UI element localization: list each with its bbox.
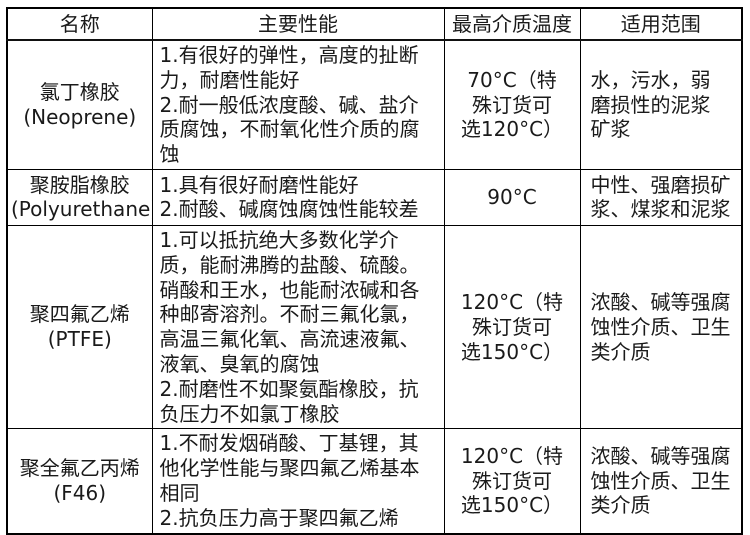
cell-max-temperature: 120°C（特 殊订货可 选150°C）	[443, 224, 581, 430]
table-row: 聚全氟乙丙烯 (F46) 1.不耐发烟硝酸、丁基锂，其他化学性能与聚四氟乙烯基本…	[6, 428, 743, 535]
cell-max-temperature: 90°C	[443, 168, 581, 226]
lining-material-spec-table: 名称 主要性能 最高介质温度 适用范围 氯丁橡胶 (Neoprene) 1.有很…	[6, 7, 743, 535]
cell-application: 浓酸、碱等强腐 蚀性介质、卫生 类介质	[579, 428, 743, 535]
cell-performance: 1.不耐发烟硝酸、丁基锂，其他化学性能与聚四氟乙烯基本相同 2.抗负压力高于聚四…	[151, 428, 445, 535]
table-row: 氯丁橡胶 (Neoprene) 1.有很好的弹性，高度的扯断力，耐磨性能好 2.…	[6, 39, 743, 170]
cell-performance: 1.可以抵抗绝大多数化学介质，能耐沸腾的盐酸、硫酸。硝酸和王水，也能耐浓碱和各种…	[151, 224, 445, 430]
cell-application: 水，污水，弱 磨损性的泥浆 矿浆	[579, 39, 743, 170]
header-main-performance: 主要性能	[151, 7, 445, 41]
cell-max-temperature: 120°C（特 殊订货可 选150°C）	[443, 428, 581, 535]
header-application-range: 适用范围	[579, 7, 743, 41]
cell-application: 中性、强磨损矿 浆、煤浆和泥浆	[579, 168, 743, 226]
cell-performance: 1.有很好的弹性，高度的扯断力，耐磨性能好 2.耐一般低浓度酸、碱、盐介质腐蚀，…	[151, 39, 445, 170]
cell-material-name: 聚四氟乙烯 (PTFE)	[6, 224, 153, 430]
table-row: 聚胺脂橡胶 (Polyurethane) 1.具有很好耐磨性能好 2.耐酸、碱腐…	[6, 168, 743, 226]
header-max-medium-temperature: 最高介质温度	[443, 7, 581, 41]
cell-material-name: 聚全氟乙丙烯 (F46)	[6, 428, 153, 535]
header-row: 名称 主要性能 最高介质温度 适用范围	[6, 7, 743, 41]
table-row: 聚四氟乙烯 (PTFE) 1.可以抵抗绝大多数化学介质，能耐沸腾的盐酸、硫酸。硝…	[6, 224, 743, 430]
cell-material-name: 聚胺脂橡胶 (Polyurethane)	[6, 168, 153, 226]
cell-performance: 1.具有很好耐磨性能好 2.耐酸、碱腐蚀腐蚀性能较差	[151, 168, 445, 226]
page: 名称 主要性能 最高介质温度 适用范围 氯丁橡胶 (Neoprene) 1.有很…	[6, 7, 743, 535]
header-material-name: 名称	[6, 7, 153, 41]
cell-max-temperature: 70°C（特 殊订货可 选120°C）	[443, 39, 581, 170]
cell-material-name: 氯丁橡胶 (Neoprene)	[6, 39, 153, 170]
cell-application: 浓酸、碱等强腐 蚀性介质、卫生 类介质	[579, 224, 743, 430]
